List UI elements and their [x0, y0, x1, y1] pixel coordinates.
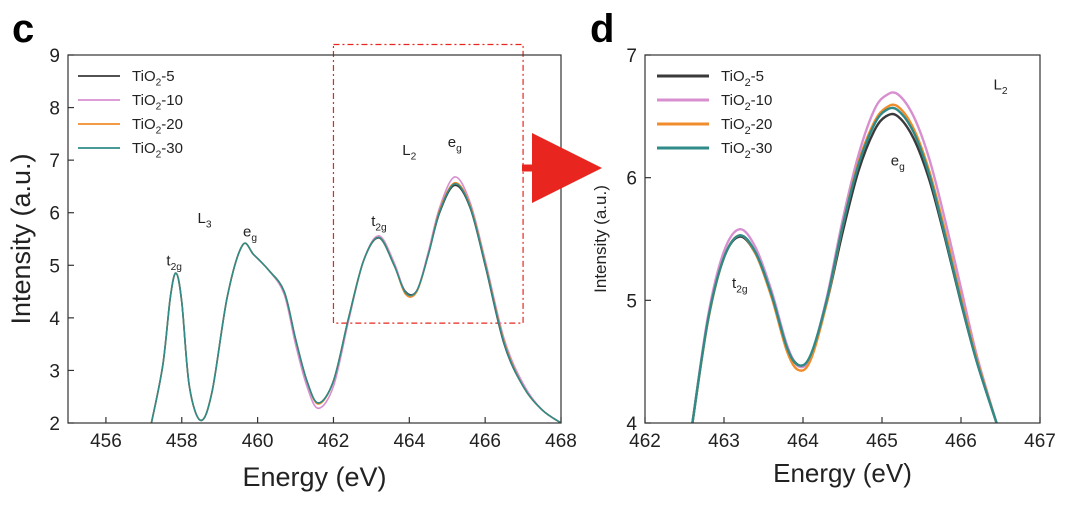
annotation-t2g-L3: t2g [166, 252, 182, 273]
legend-entry: TiO2-5 [132, 68, 175, 89]
panel-c-annotations: t2g L3 eg t2g L2 eg [166, 134, 462, 273]
panel-c-legend: TiO2-5 TiO2-10 TiO2-20 TiO2-30 [78, 68, 183, 161]
legend-entry: TiO2-5 [721, 68, 764, 89]
panel-d-frame [644, 54, 1041, 424]
annotation-L2-d: L2 [993, 76, 1007, 97]
x-tick-label: 460 [242, 431, 274, 452]
series-line-TiO2-10 [691, 91, 998, 423]
legend-entry: TiO2-20 [721, 116, 772, 137]
y-tick-label: 4 [49, 309, 60, 330]
x-tick-label: 466 [469, 431, 501, 452]
x-tick-label: 468 [545, 431, 577, 452]
y-tick-label: 6 [49, 204, 60, 225]
panel-d-ylabel: Intensity (a.u.) [591, 185, 610, 293]
y-tick-label: 7 [49, 151, 60, 172]
legend-entry: TiO2-10 [132, 92, 183, 113]
annotation-eg-L2: eg [448, 134, 462, 155]
y-tick-label: 3 [49, 361, 60, 382]
x-tick-label: 458 [166, 431, 198, 452]
x-tick-label: 463 [708, 431, 740, 452]
panel-d-label: d [590, 7, 614, 51]
zoom-region-rect [332, 43, 524, 324]
panel-c-lines [150, 176, 561, 423]
series-line-TiO2-5 [691, 112, 998, 423]
y-tick-label: 8 [49, 99, 60, 120]
zoom-box [332, 43, 524, 324]
y-tick-label: 5 [49, 256, 60, 277]
legend-entry: TiO2-30 [132, 140, 183, 161]
y-tick-label: 4 [626, 414, 637, 435]
annotation-L2: L2 [402, 142, 416, 163]
legend-entry: TiO2-20 [132, 116, 183, 137]
annotation-L3: L3 [198, 210, 212, 231]
annotation-t2g-d: t2g [732, 275, 748, 296]
series-line-TiO2-30 [691, 106, 998, 423]
y-tick-label: 6 [626, 169, 637, 190]
panel-d-annotations: L2 eg t2g [732, 76, 1008, 295]
x-tick-label: 465 [866, 431, 898, 452]
y-tick-label: 5 [626, 291, 637, 312]
panel-c-xlabel: Energy (eV) [242, 462, 386, 492]
y-tick-label: 2 [49, 414, 60, 435]
legend-entry: TiO2-10 [721, 92, 772, 113]
panel-d-lines [691, 91, 998, 423]
y-tick-label: 9 [49, 46, 60, 67]
panel-c-frame [67, 54, 562, 424]
annotation-eg-L3: eg [243, 223, 257, 244]
y-tick-label: 7 [626, 46, 637, 67]
x-tick-label: 464 [787, 431, 819, 452]
x-tick-label: 467 [1024, 431, 1056, 452]
panel-c-label: c [12, 7, 34, 51]
x-tick-label: 464 [393, 431, 425, 452]
annotation-t2g-L2: t2g [371, 213, 387, 234]
annotation-eg-d: eg [891, 152, 905, 173]
x-tick-label: 462 [629, 431, 661, 452]
panel-c-ylabel: Intensity (a.u.) [6, 153, 36, 324]
x-tick-label: 466 [945, 431, 977, 452]
x-tick-label: 456 [90, 431, 122, 452]
legend-entry: TiO2-30 [721, 140, 772, 161]
x-tick-label: 462 [318, 431, 350, 452]
series-line-TiO2-30 [150, 183, 561, 423]
panel-d-legend: TiO2-5 TiO2-10 TiO2-20 TiO2-30 [657, 68, 772, 161]
panel-d-ticks: 462 463 464 465 466 467 4 5 6 7 [626, 46, 1055, 452]
panel-d-xlabel: Energy (eV) [773, 458, 912, 488]
